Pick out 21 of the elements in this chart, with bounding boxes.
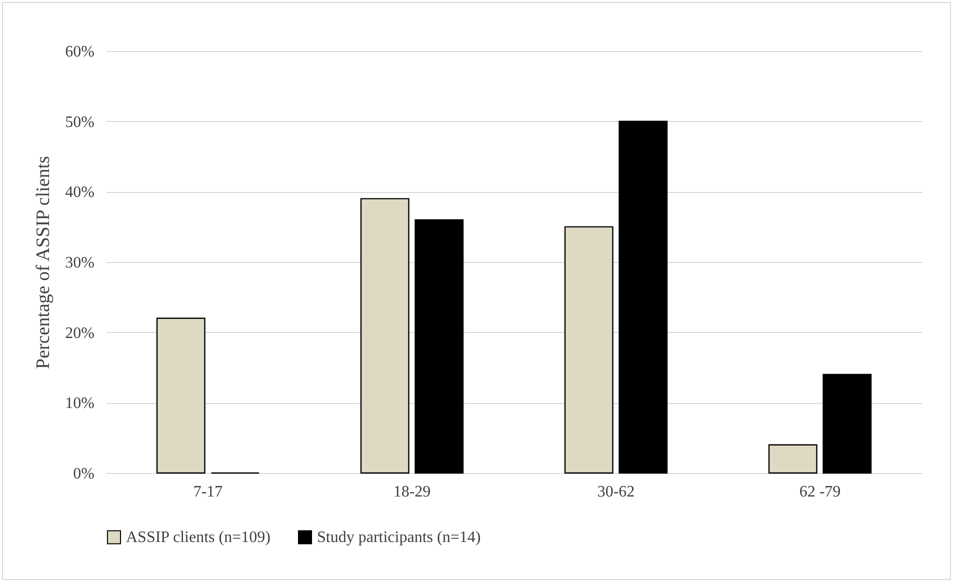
bar <box>360 198 410 474</box>
x-tick-label: 30-62 <box>597 484 635 500</box>
y-tick-label: 0% <box>73 466 94 482</box>
legend-label: ASSIP clients (n=109) <box>126 529 270 546</box>
x-tick-label: 7-17 <box>193 484 223 500</box>
bar <box>822 374 872 474</box>
y-tick-label: 60% <box>65 44 94 60</box>
y-axis-title: Percentage of ASSIP clients <box>33 156 54 370</box>
x-tick-label: 62 -79 <box>799 484 841 500</box>
y-tick-label: 20% <box>65 324 94 342</box>
bar <box>564 226 614 474</box>
bar <box>414 219 464 474</box>
bar <box>768 444 818 474</box>
x-tick-label: 18-29 <box>393 484 431 500</box>
y-tick-label: 30% <box>65 254 94 272</box>
bar <box>156 318 206 474</box>
y-tick-label: 40% <box>65 184 94 202</box>
bar <box>618 120 668 474</box>
y-tick-label: 10% <box>65 395 94 412</box>
y-tick-label: 50% <box>65 114 94 131</box>
legend-label: Study participants (n=14) <box>317 529 481 546</box>
